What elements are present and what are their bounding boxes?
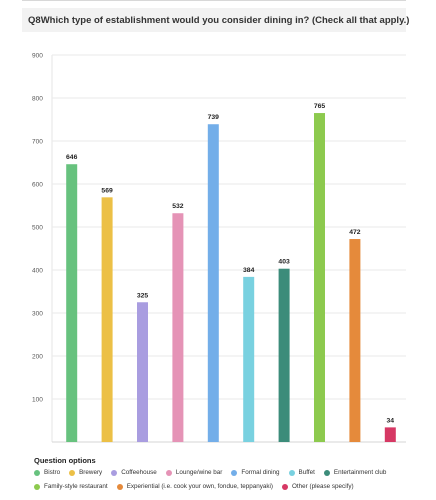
- legend-label: Buffet: [298, 469, 315, 476]
- legend-label: Brewery: [79, 469, 103, 476]
- y-tick-label: 300: [32, 311, 43, 318]
- legend-label: Bistro: [44, 469, 61, 476]
- y-tick-label: 700: [32, 139, 43, 146]
- y-tick-label: 800: [32, 96, 43, 103]
- legend-swatch-icon: [165, 469, 172, 476]
- bar-bistro: [66, 164, 78, 442]
- y-tick-label: 400: [32, 268, 43, 275]
- legend-row: Family-style restaurant Experiential (i.e…: [34, 483, 363, 490]
- legend-item: Family-style restaurant: [34, 483, 108, 490]
- legend-item: Buffet: [288, 469, 315, 476]
- data-label: 403: [278, 259, 290, 266]
- bar-brewery: [101, 197, 113, 442]
- legend-swatch-icon: [34, 469, 40, 476]
- bar-entertainment-club: [278, 268, 290, 442]
- data-label: 765: [314, 103, 326, 110]
- legend-swatch-icon: [34, 483, 40, 490]
- legend-swatch-icon: [288, 469, 295, 476]
- data-label: 325: [137, 292, 149, 299]
- legend-label: Formal dining: [241, 469, 280, 476]
- legend-label: Lounge/wine bar: [175, 469, 223, 476]
- legend-label: Family-style restaurant: [44, 483, 108, 490]
- legend-label: Other (please specify): [292, 483, 354, 490]
- bar-lounge-wine-bar: [172, 213, 184, 442]
- y-tick-label: 500: [32, 225, 43, 232]
- bar-family-style-restaurant: [314, 113, 325, 443]
- data-label: 34: [387, 417, 395, 424]
- legend-swatch-icon: [323, 469, 330, 476]
- data-label: 472: [349, 229, 361, 236]
- question-title: Which type of establishment would you co…: [40, 14, 410, 26]
- y-tick-label: 200: [32, 354, 43, 361]
- question-header: Q8 Which type of establishment would you…: [22, 8, 409, 32]
- y-tick-label: 600: [32, 182, 43, 189]
- legend-item: Coffeehouse: [111, 469, 157, 476]
- legend-swatch-icon: [69, 469, 76, 476]
- bar-coffeehouse: [137, 302, 148, 442]
- legend-item: Bistro: [34, 469, 60, 476]
- bar-formal-dining: [207, 124, 219, 442]
- legend-item: Experiential (i.e. cook your own, fondue…: [116, 483, 273, 490]
- bar-buffet: [243, 276, 255, 442]
- data-label: 569: [101, 187, 113, 194]
- bar-experiential-i-e-cook-your-own-fondue-teppanyaki: [349, 239, 361, 442]
- legend-item: Entertainment club: [323, 469, 387, 476]
- legend-label: Coffeehouse: [121, 469, 157, 476]
- bar-other-please-specify: [384, 427, 396, 442]
- y-tick-label: 900: [32, 53, 43, 60]
- legend-item: Lounge/wine bar: [165, 469, 223, 476]
- legend-swatch-icon: [282, 483, 288, 490]
- legend-item: Brewery: [69, 469, 102, 476]
- legend-title: Question options: [34, 456, 96, 465]
- legend-label: Experiential (i.e. cook your own, fondue…: [126, 483, 273, 490]
- legend-item: Formal dining: [231, 469, 280, 476]
- bar-chart: 100 200 300 400 500 600 700 800 900 646 569 325 532 7…: [32, 53, 406, 443]
- top-divider: [22, 0, 406, 1]
- legend-label: Entertainment club: [333, 469, 387, 476]
- legend-item: Other (please specify): [282, 483, 354, 490]
- legend-swatch-icon: [116, 483, 123, 490]
- data-label: 532: [172, 203, 184, 210]
- data-label: 739: [208, 114, 220, 121]
- y-tick-label: 100: [32, 397, 43, 404]
- question-number: Q8: [28, 14, 41, 26]
- legend-row: Bistro Brewery Coffeehouse Lounge/wine bar F…: [34, 469, 395, 476]
- legend-swatch-icon: [111, 469, 118, 476]
- legend-swatch-icon: [231, 469, 238, 476]
- data-label: 646: [66, 154, 78, 161]
- data-label: 384: [243, 267, 255, 274]
